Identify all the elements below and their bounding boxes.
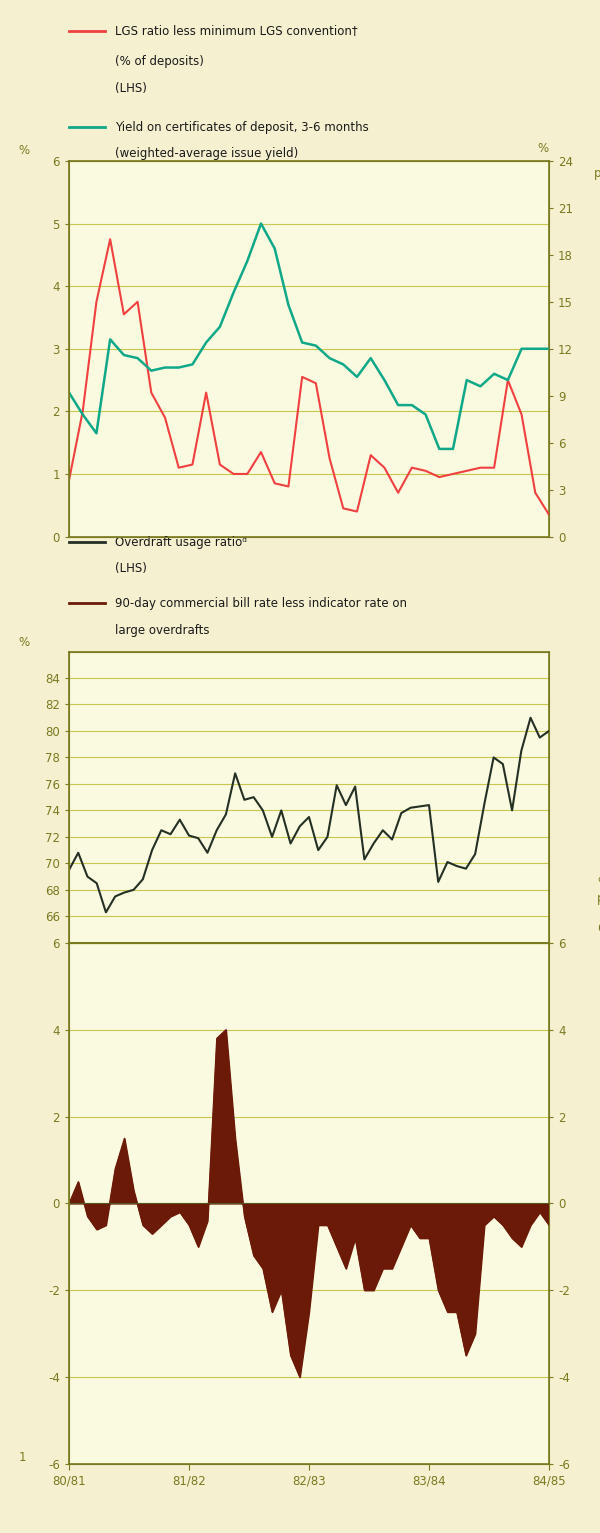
Text: LGS ratio less minimum LGS convention†: LGS ratio less minimum LGS convention† <box>115 25 357 37</box>
Text: (LHS): (LHS) <box>115 563 146 575</box>
Text: %: % <box>19 636 30 648</box>
Text: Overdraft usage ratioᵈ: Overdraft usage ratioᵈ <box>115 537 247 549</box>
Text: large overdrafts: large overdrafts <box>115 624 209 638</box>
Text: (LHS): (LHS) <box>115 83 146 95</box>
Text: %: % <box>538 143 549 155</box>
Text: (% of deposits): (% of deposits) <box>115 55 203 67</box>
Text: 90-day commercial bill rate less indicator rate on: 90-day commercial bill rate less indicat… <box>115 596 407 610</box>
Text: 1: 1 <box>19 1452 26 1464</box>
Text: Yield on certificates of deposit, 3-6 months: Yield on certificates of deposit, 3-6 mo… <box>115 121 368 133</box>
Text: (weighted-average issue yield): (weighted-average issue yield) <box>115 147 298 159</box>
Text: %: % <box>19 144 30 158</box>
Text: %
p.a.: % p.a. <box>597 875 600 904</box>
Text: 6: 6 <box>597 921 600 935</box>
Text: p.a.: p.a. <box>594 167 600 179</box>
